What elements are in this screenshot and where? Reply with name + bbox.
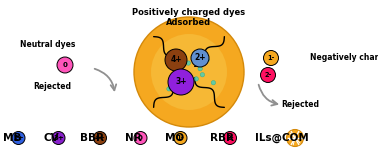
Circle shape: [186, 61, 191, 65]
Text: 1-: 1-: [267, 55, 275, 61]
Text: 2+: 2+: [194, 54, 206, 62]
Circle shape: [93, 131, 107, 144]
Text: Negatively charged dyes: Negatively charged dyes: [310, 54, 378, 62]
Circle shape: [187, 80, 192, 84]
Text: Positively charged dyes: Positively charged dyes: [132, 8, 246, 17]
Circle shape: [175, 69, 180, 74]
Text: 4+: 4+: [170, 56, 182, 65]
Text: RBR: RBR: [210, 133, 234, 143]
Text: 4+: 4+: [94, 135, 105, 141]
Circle shape: [12, 131, 25, 144]
Circle shape: [194, 52, 198, 56]
Circle shape: [180, 54, 184, 58]
Text: 2-: 2-: [264, 72, 272, 78]
Text: 1-: 1-: [177, 135, 184, 141]
Circle shape: [263, 50, 279, 65]
Circle shape: [174, 57, 179, 61]
Circle shape: [287, 129, 304, 147]
Text: ILs@COM: ILs@COM: [255, 133, 309, 143]
Text: 3+: 3+: [53, 135, 64, 141]
Circle shape: [180, 64, 184, 68]
Circle shape: [183, 86, 188, 90]
Text: CV: CV: [43, 133, 59, 143]
Circle shape: [200, 73, 204, 77]
Text: Neutral dyes: Neutral dyes: [20, 40, 76, 49]
Circle shape: [205, 58, 209, 62]
Circle shape: [191, 49, 209, 67]
Circle shape: [223, 131, 237, 144]
Text: 2-: 2-: [226, 135, 234, 141]
Text: MO: MO: [165, 133, 184, 143]
Circle shape: [134, 17, 244, 127]
Text: 2+: 2+: [13, 135, 24, 141]
Text: 3+: 3+: [175, 78, 187, 86]
Text: Rejected: Rejected: [281, 100, 319, 109]
Circle shape: [194, 77, 198, 81]
Circle shape: [165, 49, 187, 71]
Circle shape: [168, 69, 194, 95]
Circle shape: [198, 67, 202, 71]
Circle shape: [260, 67, 276, 82]
Circle shape: [195, 55, 199, 60]
Text: NR: NR: [125, 133, 142, 143]
Text: Rejected: Rejected: [33, 82, 71, 91]
Circle shape: [57, 57, 73, 73]
Circle shape: [169, 86, 173, 90]
Circle shape: [169, 83, 173, 87]
Text: 0: 0: [63, 62, 67, 68]
Text: Adsorbed: Adsorbed: [166, 18, 212, 27]
Text: 0: 0: [138, 135, 143, 141]
Circle shape: [194, 56, 199, 61]
Circle shape: [180, 70, 184, 74]
Circle shape: [173, 56, 178, 60]
Circle shape: [151, 34, 227, 110]
Text: MB: MB: [3, 133, 22, 143]
Circle shape: [134, 131, 147, 144]
Circle shape: [211, 80, 215, 85]
Circle shape: [174, 131, 187, 144]
Text: BBR: BBR: [80, 133, 104, 143]
Circle shape: [52, 131, 65, 144]
Circle shape: [167, 87, 171, 91]
